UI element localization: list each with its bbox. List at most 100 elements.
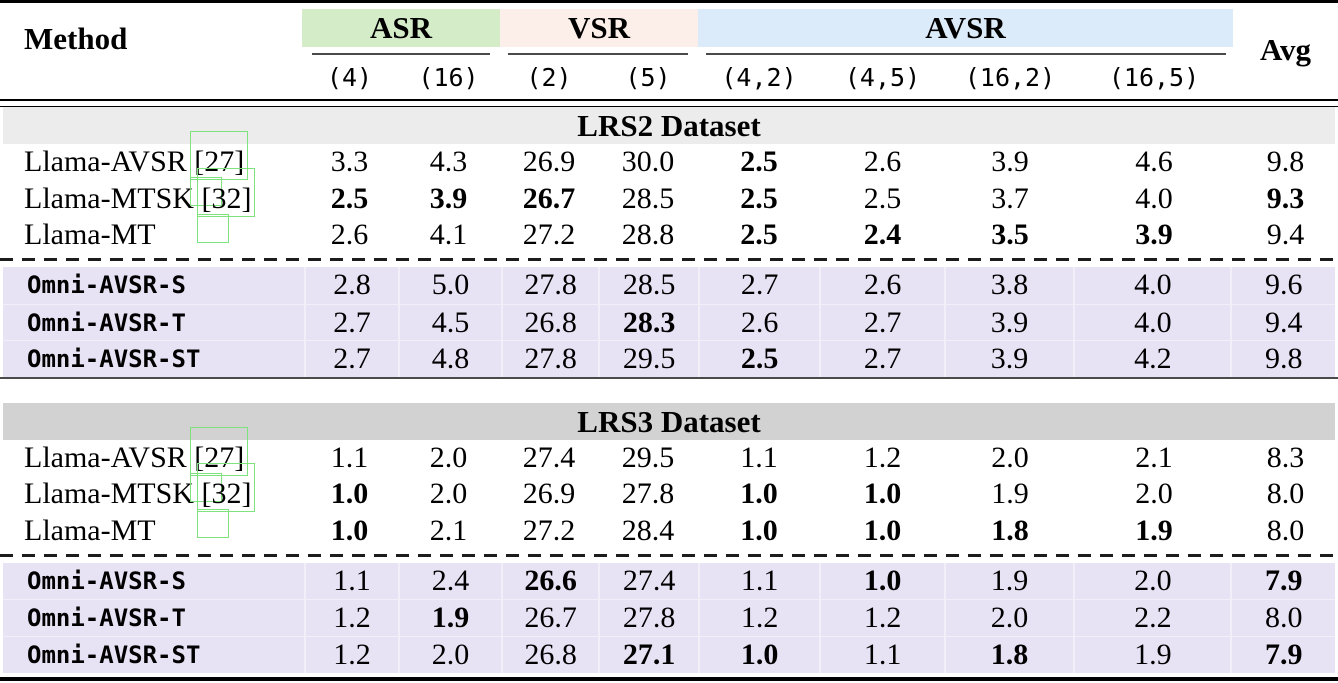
value-cell: 27.2 (522, 514, 576, 547)
asr-group-header: ASR (302, 9, 500, 47)
value-cell: 3.9 (991, 145, 1029, 178)
section-gap (0, 379, 1338, 403)
value-cell: 27.4 (598, 562, 698, 600)
value-cell: 2.0 (429, 440, 468, 474)
subcolumn-header: (16) (418, 63, 479, 92)
value-cell: 27.2 (522, 218, 576, 252)
citation-link[interactable]: [32] (197, 167, 256, 243)
value-cell: 9.4 (1230, 304, 1335, 341)
value-cell: 2.8 (303, 267, 399, 304)
value-cell: 2.4 (863, 218, 902, 252)
subheader-spacer (0, 57, 302, 97)
value-cell: 26.7 (500, 600, 599, 637)
method-name: Omni-AVSR-ST (27, 345, 201, 374)
value-cell: 2.1 (1135, 440, 1173, 474)
value-cell: 3.9 (943, 341, 1073, 378)
subcolumn-header: (4,5) (844, 63, 921, 92)
lrs3-dashed-separator (0, 553, 1338, 557)
asr-group-underline (312, 53, 490, 55)
subheader-spacer (1233, 57, 1338, 97)
subcolumn-header: (2) (526, 63, 572, 92)
value-cell: 30.0 (621, 145, 675, 178)
lrs2-baseline-rows: Llama-AVSR [27] 3.3 4.3 26.9 30.0 2.5 2.6 3.9 4.… (0, 131, 1338, 254)
method-column-header: Method (24, 21, 128, 56)
method-cell: Llama-AVSR [27] (0, 426, 302, 502)
value-cell: 1.1 (819, 637, 943, 673)
subcolumn-header: (4,2) (721, 63, 797, 92)
citation-link[interactable]: [27] (190, 131, 249, 206)
value-cell: 7.9 (1230, 562, 1335, 600)
value-cell: 27.8 (500, 341, 599, 378)
method-cell: Llama-MT (0, 513, 302, 550)
value-cell: 4.6 (1135, 145, 1173, 178)
value-cell: 2.0 (1073, 562, 1230, 600)
lrs3-omni-rows: Omni-AVSR-S 1.1 2.4 26.6 27.4 1.1 1.0 1.9 2.0 7.9… (3, 562, 1335, 673)
method-name: Omni-AVSR-ST (27, 641, 201, 670)
value-cell: 4.0 (1135, 181, 1173, 215)
value-cell: 1.0 (330, 477, 369, 511)
value-cell: 1.9 (943, 562, 1073, 600)
value-cell: 27.1 (598, 637, 698, 673)
value-cell: 26.8 (500, 637, 599, 673)
citation-link[interactable]: [27] (190, 426, 249, 502)
value-cell: 1.9 (991, 477, 1029, 511)
lrs3-baseline-rows: Llama-AVSR [27] 1.1 2.0 27.4 29.5 1.1 1.2 2.0 2.… (0, 426, 1338, 550)
value-cell: 4.5 (398, 304, 501, 341)
subcolumn-header: (5) (625, 63, 671, 92)
value-cell: 3.7 (991, 181, 1029, 215)
value-cell: 1.1 (740, 440, 778, 474)
value-cell: 1.0 (697, 637, 819, 673)
value-cell: 29.5 (598, 341, 698, 378)
avsr-group-header: AVSR (698, 9, 1233, 47)
table-row: Llama-AVSR [27] 1.1 2.0 27.4 29.5 1.1 1.2 2.0 2.… (0, 426, 1338, 502)
value-cell: 3.3 (330, 145, 369, 178)
value-cell: 28.8 (621, 218, 675, 252)
citation-link[interactable]: [32] (197, 463, 256, 538)
value-cell: 2.6 (330, 218, 369, 252)
table-header: Method ASR VSR AVSR Avg (4) (16) (2) (5) (4,… (0, 3, 1338, 99)
value-cell: 28.3 (598, 304, 698, 341)
value-cell: 2.1 (429, 514, 468, 547)
value-cell: 1.1 (697, 562, 819, 600)
value-cell: 2.7 (819, 341, 943, 378)
value-cell: 1.9 (398, 600, 501, 637)
method-cell: Omni-AVSR-ST (3, 637, 304, 673)
method-name: Omni-AVSR-T (27, 308, 186, 337)
value-cell: 2.6 (863, 145, 902, 178)
value-cell: 28.4 (621, 514, 675, 547)
value-cell: 2.5 (697, 341, 819, 378)
value-cell: 4.1 (429, 218, 468, 252)
value-cell: 2.0 (943, 600, 1073, 637)
value-cell: 2.0 (1135, 477, 1173, 511)
method-cell: Llama-AVSR [27] (0, 131, 302, 206)
subcolumn-header-row: (4) (16) (2) (5) (4,2) (4,5) (16,2) (16,5) (0, 57, 1338, 97)
value-cell: 1.0 (740, 514, 778, 547)
method-name: Omni-AVSR-T (27, 604, 186, 633)
value-cell: 2.6 (697, 304, 819, 341)
method-name: Llama-MTSK (24, 181, 202, 215)
table-top-rule (0, 0, 1338, 3)
value-cell: 2.7 (303, 341, 399, 378)
method-name: Omni-AVSR-S (27, 271, 186, 300)
lrs3-section-band: LRS3 Dataset (3, 402, 1335, 440)
value-cell: 1.2 (697, 600, 819, 637)
method-cell: Omni-AVSR-S (3, 563, 304, 600)
value-cell: 1.2 (863, 440, 902, 474)
method-cell: Omni-AVSR-S (3, 267, 304, 304)
value-cell: 2.5 (740, 181, 778, 215)
method-name: Llama-MT (24, 514, 156, 547)
value-cell: 27.8 (598, 600, 698, 637)
avg-column-header: Avg (1259, 32, 1312, 67)
value-cell: 4.8 (398, 341, 501, 378)
value-cell: 26.8 (500, 304, 599, 341)
value-cell: 2.5 (740, 218, 778, 252)
value-cell: 26.9 (522, 477, 576, 511)
vsr-group-underline (508, 53, 688, 55)
table-row: Omni-AVSR-ST 1.2 2.0 26.8 27.1 1.0 1.1 1.8 1.9 7.… (3, 636, 1335, 673)
method-cell: Llama-MTSK [32] (0, 463, 302, 538)
value-cell: 9.4 (1266, 218, 1305, 252)
value-cell: 1.0 (863, 477, 902, 511)
table-row: Omni-AVSR-T 2.7 4.5 26.8 28.3 2.6 2.7 3.9 4.0 9.4 (3, 303, 1335, 341)
table-row: Llama-MTSK [32] 2.5 3.9 26.7 28.5 2.5 2.5 3.7 4.… (0, 167, 1338, 243)
value-cell: 2.2 (1073, 600, 1230, 637)
